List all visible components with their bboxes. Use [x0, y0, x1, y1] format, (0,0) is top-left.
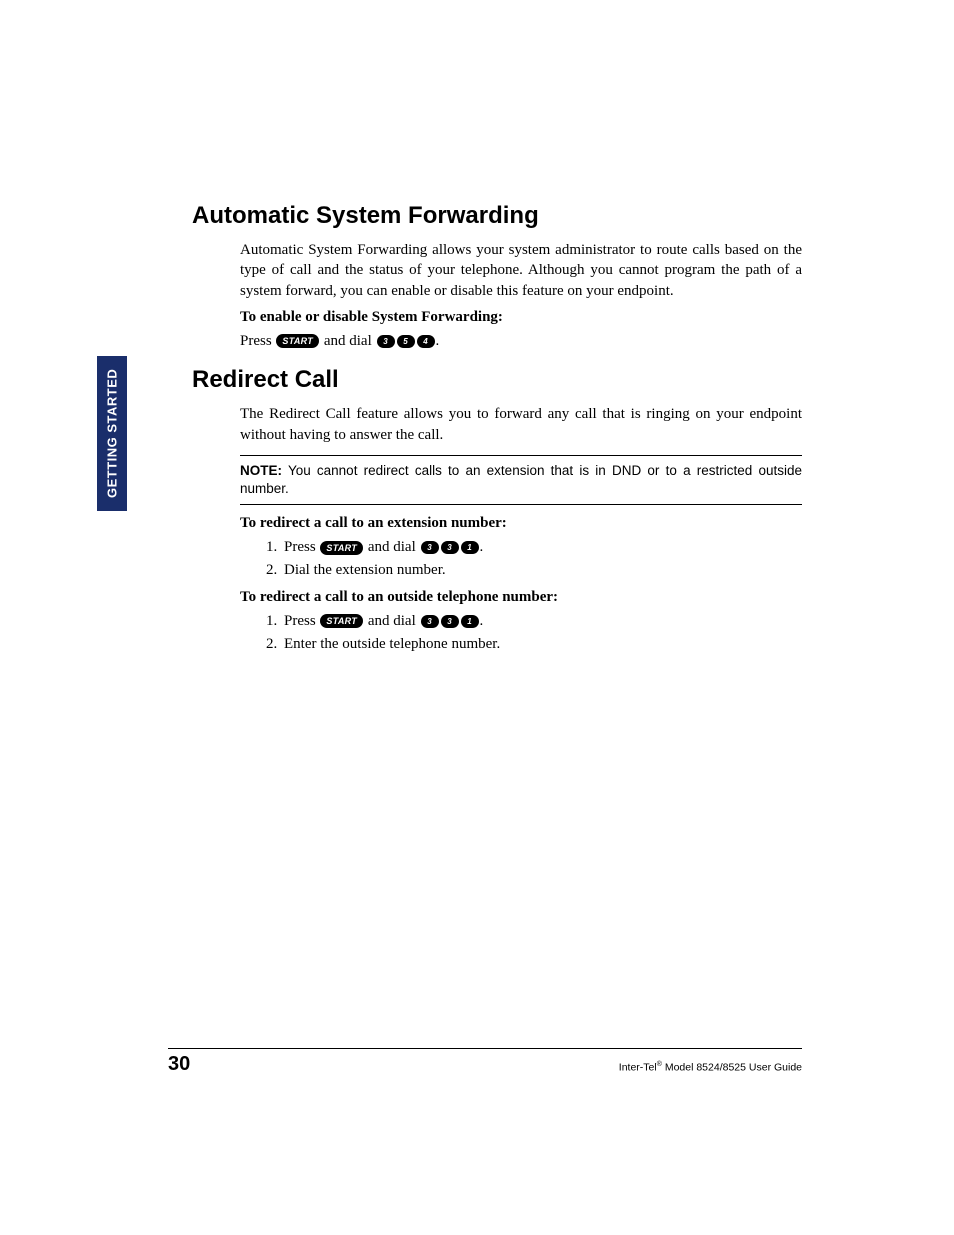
- redirect-ext-steps: 1.Press START and dial 331. 2.Dial the e…: [266, 536, 802, 583]
- footer-brand: Inter-Tel: [619, 1061, 657, 1073]
- note-box: NOTE: You cannot redirect calls to an ex…: [240, 455, 802, 505]
- redirect-para: The Redirect Call feature allows you to …: [240, 404, 802, 445]
- page-number: 30: [168, 1053, 190, 1076]
- key-3: 3: [441, 541, 459, 554]
- key-1: 1: [461, 615, 479, 628]
- footer-tail: Model 8524/8525 User Guide: [662, 1061, 802, 1073]
- redirect-out-steps: 1.Press START and dial 331. 2.Enter the …: [266, 610, 802, 657]
- redirect-body: The Redirect Call feature allows you to …: [240, 404, 802, 656]
- key-3: 3: [421, 541, 439, 554]
- footer-text: Inter-Tel® Model 8524/8525 User Guide: [619, 1061, 802, 1074]
- key-3: 3: [441, 615, 459, 628]
- asf-press-line: Press START and dial 354.: [240, 330, 802, 353]
- step-text: Dial the extension number.: [284, 562, 446, 578]
- key-5: 5: [397, 335, 415, 348]
- list-item: 1.Press START and dial 331.: [266, 610, 802, 633]
- text-press: Press: [240, 333, 272, 349]
- content-area: Automatic System Forwarding Automatic Sy…: [192, 202, 802, 662]
- asf-para: Automatic System Forwarding allows your …: [240, 240, 802, 301]
- key-3: 3: [421, 615, 439, 628]
- page: GETTING STARTED Automatic System Forward…: [0, 0, 954, 1235]
- key-1: 1: [461, 541, 479, 554]
- asf-body: Automatic System Forwarding allows your …: [240, 240, 802, 352]
- step-text: Enter the outside telephone number.: [284, 636, 500, 652]
- list-item: 2.Dial the extension number.: [266, 559, 802, 582]
- redirect-out-instr: To redirect a call to an outside telepho…: [240, 589, 802, 606]
- text-press: Press: [284, 539, 319, 555]
- list-item: 2.Enter the outside telephone number.: [266, 633, 802, 656]
- sidebar-label: GETTING STARTED: [97, 356, 127, 511]
- start-key: START: [320, 541, 363, 555]
- key-3: 3: [377, 335, 395, 348]
- start-key: START: [276, 334, 319, 348]
- heading-redirect: Redirect Call: [192, 366, 802, 394]
- text-and-dial: and dial: [364, 613, 419, 629]
- text-and-dial: and dial: [364, 539, 419, 555]
- redirect-ext-instr: To redirect a call to an extension numbe…: [240, 515, 802, 532]
- text-and-dial: and dial: [320, 333, 375, 349]
- heading-asf: Automatic System Forwarding: [192, 202, 802, 230]
- key-4: 4: [417, 335, 435, 348]
- note-text: You cannot redirect calls to an extensio…: [240, 463, 802, 496]
- footer: 30 Inter-Tel® Model 8524/8525 User Guide: [168, 1048, 802, 1076]
- start-key: START: [320, 614, 363, 628]
- text-press: Press: [284, 613, 319, 629]
- asf-instr: To enable or disable System Forwarding:: [240, 309, 802, 326]
- note-label: NOTE:: [240, 463, 282, 478]
- list-item: 1.Press START and dial 331.: [266, 536, 802, 559]
